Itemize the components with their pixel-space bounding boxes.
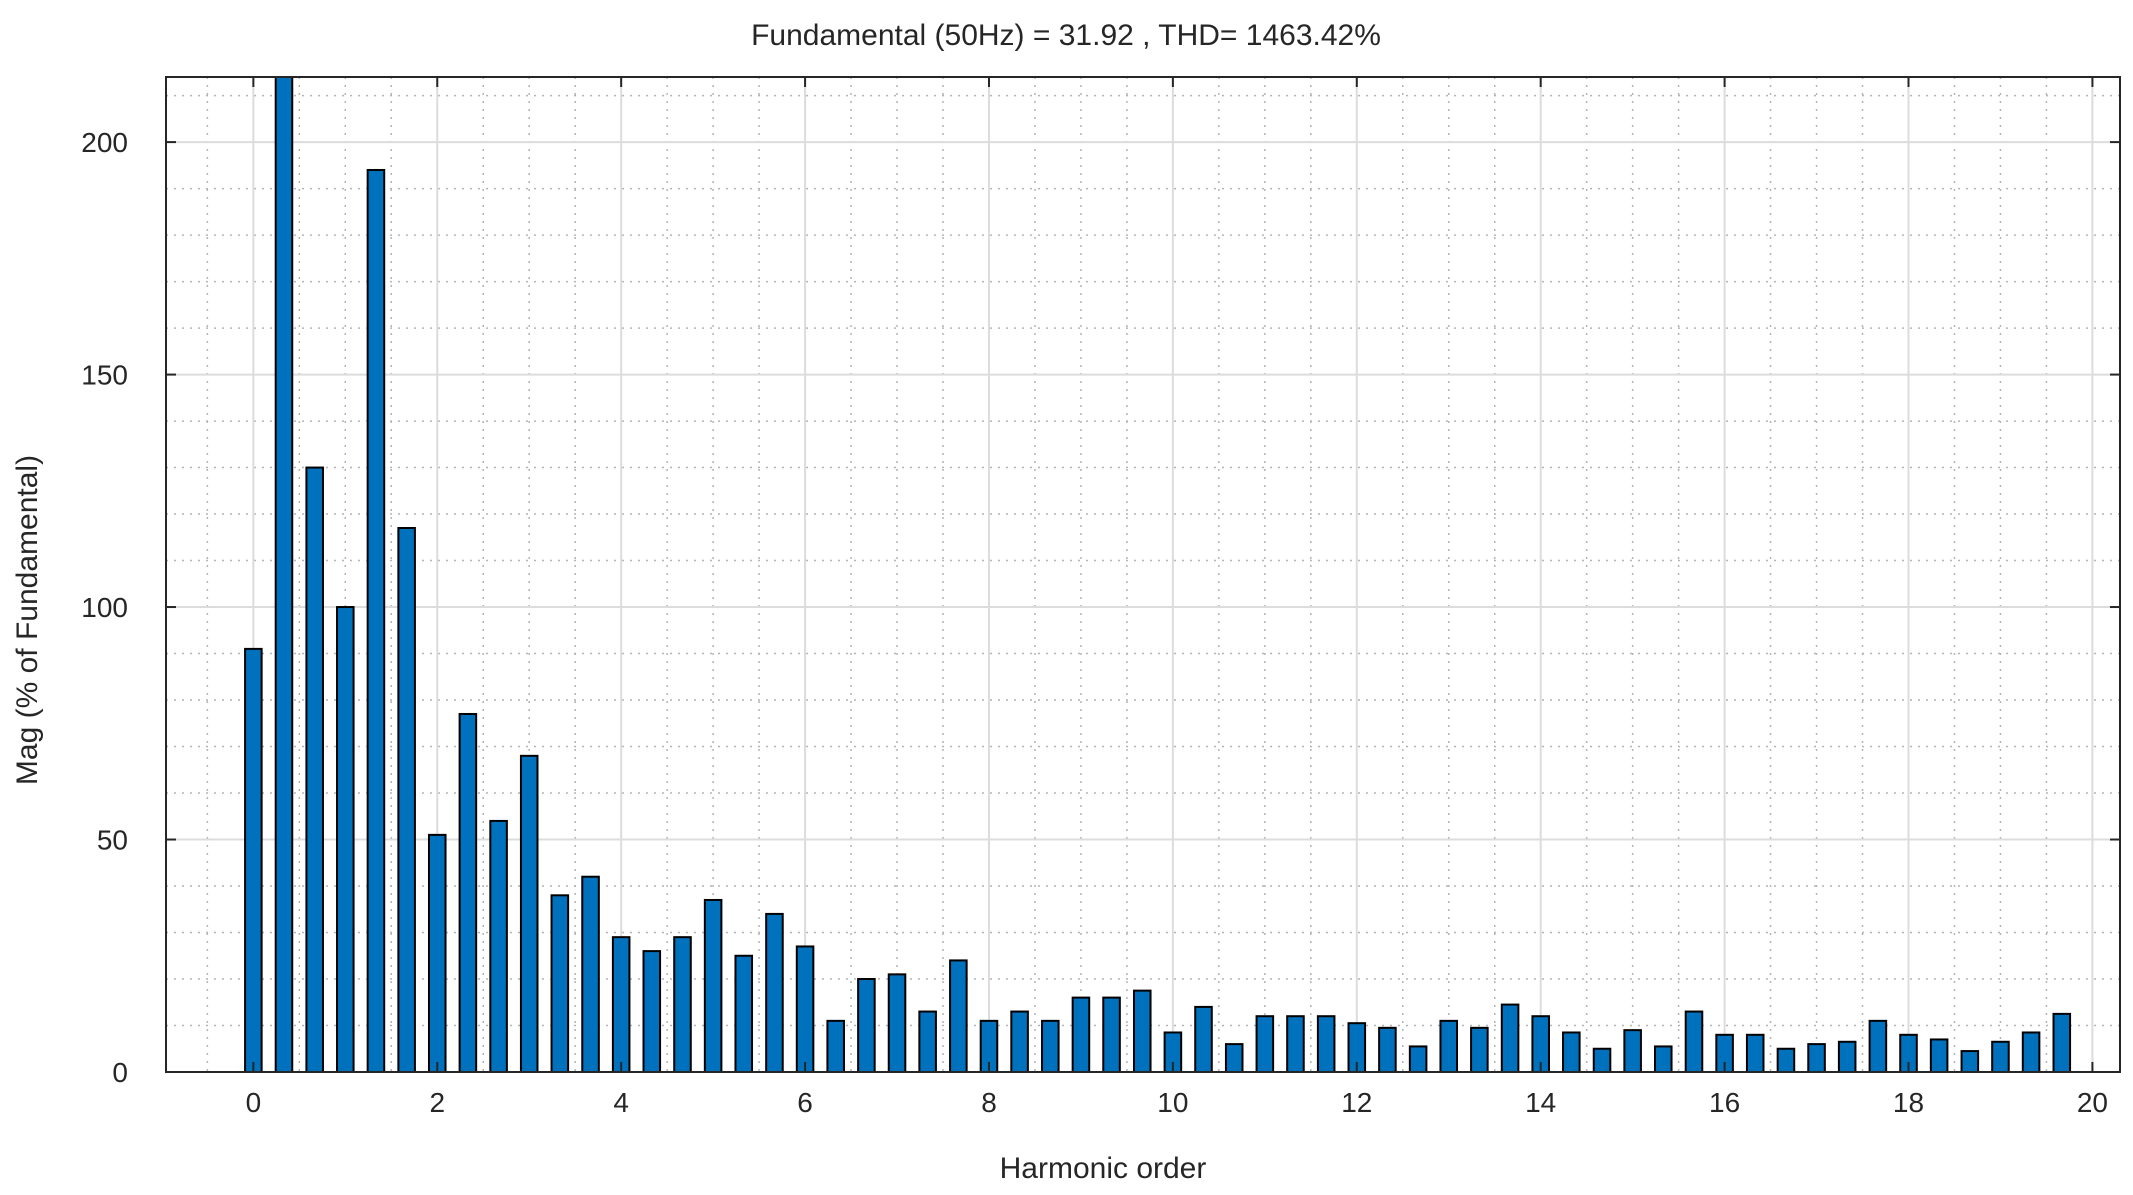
bar — [1010, 1010, 1029, 1074]
bar — [305, 466, 324, 1074]
bar — [366, 168, 386, 1073]
bar — [519, 754, 539, 1073]
y-tick-label: 200 — [81, 127, 128, 158]
x-tick-label: 4 — [613, 1087, 629, 1118]
bar — [581, 875, 600, 1073]
x-tick-label: 14 — [1525, 1087, 1556, 1118]
bar — [427, 833, 447, 1074]
bar — [1684, 1010, 1704, 1074]
bar — [1653, 1045, 1673, 1074]
x-tick-label: 2 — [429, 1087, 445, 1118]
bar — [1194, 1005, 1213, 1074]
bar — [1470, 1026, 1489, 1074]
bar — [1408, 1045, 1428, 1074]
y-tick-label: 50 — [97, 825, 128, 856]
bar — [918, 1010, 937, 1074]
bar — [1316, 1015, 1336, 1074]
x-tick-label: 6 — [797, 1087, 813, 1118]
x-tick-label: 16 — [1709, 1087, 1740, 1118]
bar — [1500, 1003, 1520, 1074]
y-tick-label: 0 — [112, 1057, 128, 1088]
y-tick-labels: 0 50 100 150 200 — [81, 127, 128, 1088]
bar — [1286, 1015, 1305, 1074]
bar — [1837, 1040, 1857, 1074]
chart-title: Fundamental (50Hz) = 31.92 , THD= 1463.4… — [751, 19, 1381, 52]
bar — [397, 527, 416, 1073]
bar — [795, 945, 815, 1074]
bar — [1224, 1043, 1244, 1073]
bar — [1807, 1043, 1826, 1073]
y-tick-label: 100 — [81, 592, 128, 623]
bar — [244, 647, 263, 1073]
bar — [703, 898, 723, 1073]
x-axis-label: Harmonic order — [1000, 1152, 1207, 1185]
bar — [734, 954, 754, 1073]
bar — [1745, 1033, 1765, 1073]
bar — [274, 76, 294, 1073]
bar — [826, 1019, 845, 1074]
bar — [1868, 1019, 1888, 1074]
bar — [550, 894, 570, 1073]
y-axis-label: Mag (% of Fundamental) — [11, 455, 44, 785]
bar — [1378, 1026, 1397, 1074]
x-tick-label: 8 — [981, 1087, 997, 1118]
bar — [1776, 1047, 1796, 1073]
bar — [1102, 996, 1121, 1074]
bar — [611, 936, 631, 1074]
bar — [1592, 1047, 1612, 1073]
bar — [1623, 1029, 1642, 1073]
bar — [887, 973, 907, 1073]
bar — [2052, 1012, 2072, 1074]
bar — [1132, 989, 1152, 1073]
bar — [1562, 1031, 1581, 1074]
x-tick-labels: 0 2 4 6 8 10 12 14 16 18 20 — [246, 1087, 2108, 1118]
bar — [642, 950, 662, 1073]
bar — [458, 712, 478, 1073]
bar — [1071, 996, 1091, 1074]
bar — [1991, 1040, 2010, 1074]
bar — [2021, 1031, 2041, 1074]
bar — [1041, 1019, 1060, 1074]
bars — [244, 76, 2072, 1074]
bar — [949, 959, 968, 1073]
bar — [765, 912, 784, 1073]
x-tick-label: 18 — [1893, 1087, 1924, 1118]
bar — [1439, 1019, 1459, 1074]
y-tick-label: 150 — [81, 360, 128, 391]
bar — [336, 606, 355, 1074]
x-tick-label: 0 — [246, 1087, 262, 1118]
x-tick-label: 10 — [1157, 1087, 1188, 1118]
x-tick-label: 20 — [2077, 1087, 2108, 1118]
axis-ticks — [166, 77, 2120, 1073]
bar — [489, 819, 508, 1073]
bar — [857, 978, 876, 1073]
bar — [673, 936, 692, 1074]
bar — [1929, 1038, 1949, 1073]
bar — [1255, 1015, 1275, 1074]
plot-frame — [165, 76, 2121, 1073]
bar — [1960, 1050, 1980, 1074]
x-tick-label: 12 — [1341, 1087, 1372, 1118]
